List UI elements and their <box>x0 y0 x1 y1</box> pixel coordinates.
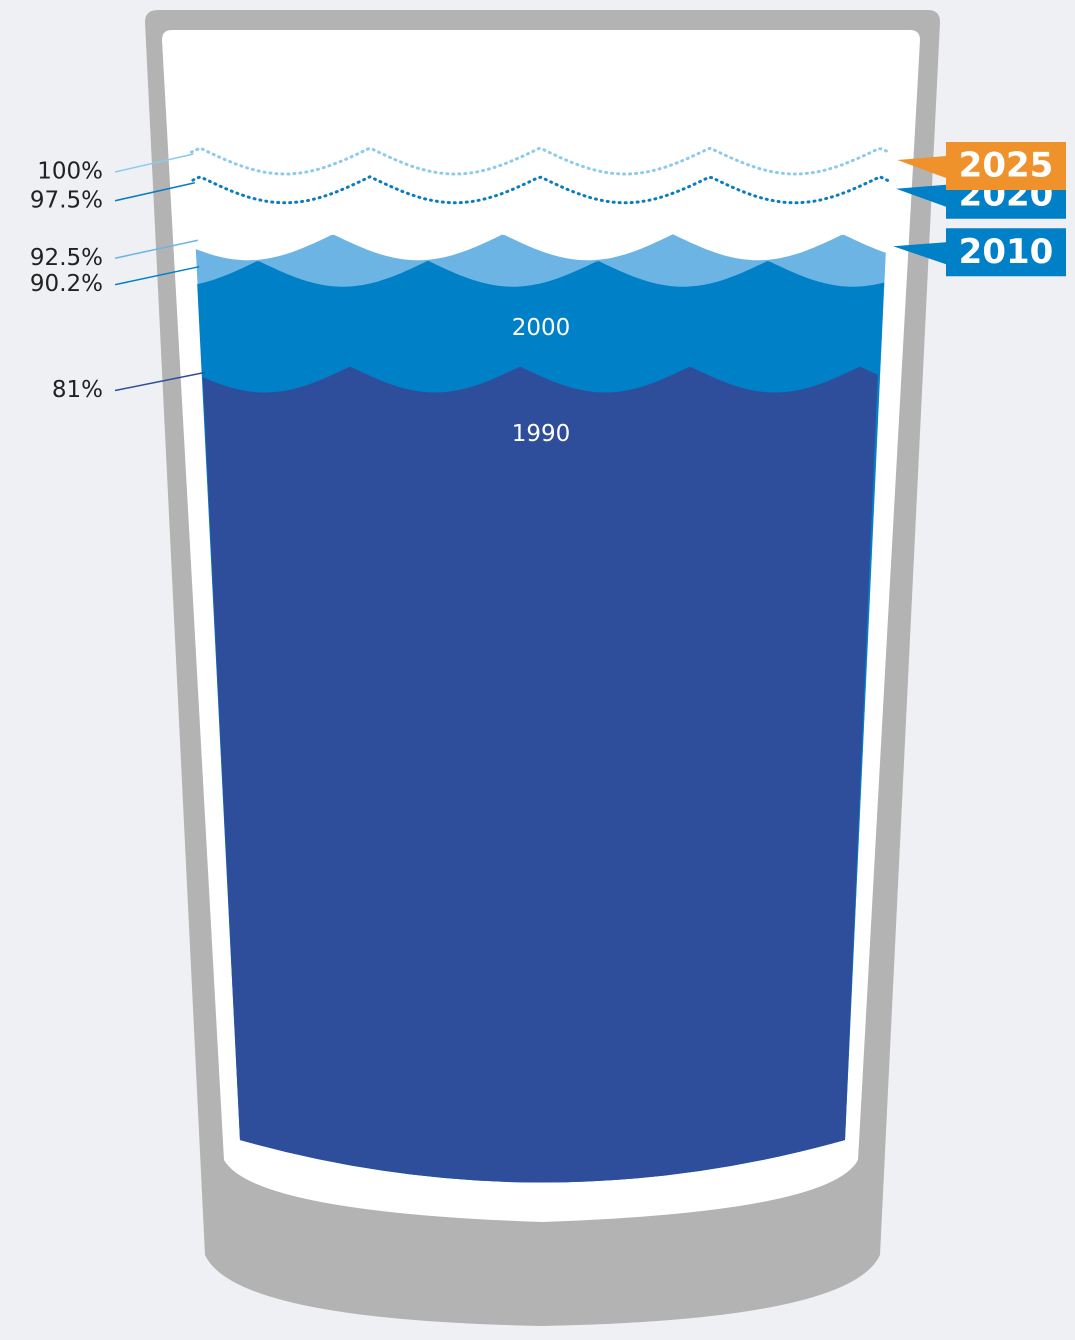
value-label: 92.5% <box>30 245 103 271</box>
leader-line <box>114 182 196 202</box>
value-label: 100% <box>37 159 103 185</box>
leader-line <box>114 153 194 173</box>
year-tag <box>893 228 1066 277</box>
value-label: 81% <box>52 377 103 403</box>
leader-line <box>114 239 198 259</box>
water-layer <box>202 366 878 1183</box>
level-line <box>191 175 891 205</box>
year-label: 1990 <box>512 421 571 447</box>
leader-line <box>114 371 205 392</box>
year-label: 2025 <box>959 146 1054 186</box>
year-label: 2000 <box>512 315 571 341</box>
year-label: 2010 <box>959 232 1054 272</box>
value-label: 90.2% <box>30 271 103 297</box>
value-label: 97.5% <box>30 187 103 213</box>
year-tag <box>897 142 1066 190</box>
leader-line <box>114 265 200 286</box>
water <box>189 146 892 1183</box>
level-line <box>189 146 892 176</box>
